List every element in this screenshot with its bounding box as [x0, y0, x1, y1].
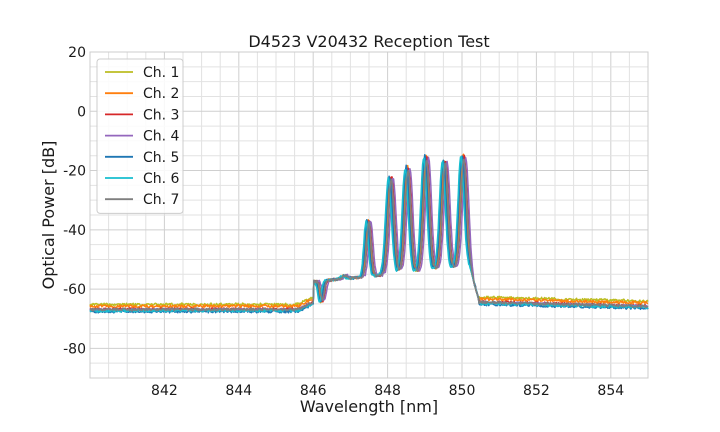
legend-box	[96, 58, 184, 214]
series-line-ch-7	[89, 158, 649, 312]
x-tick-label: 848	[374, 383, 401, 399]
x-tick-label: 844	[225, 383, 252, 399]
series-layer	[89, 153, 649, 314]
y-tick-label: -80	[63, 341, 86, 357]
x-axis-title: Wavelength [nm]	[300, 397, 438, 416]
y-tick-label: 0	[77, 104, 86, 120]
x-tick-label: 854	[597, 383, 624, 399]
x-tick-label: 842	[151, 383, 178, 399]
chart-title: D4523 V20432 Reception Test	[248, 32, 489, 51]
legend-label: Ch. 1	[143, 65, 179, 81]
legend-label: Ch. 3	[143, 107, 179, 123]
legend-label: Ch. 4	[143, 129, 180, 145]
y-axis-title: Optical Power [dB]	[39, 141, 58, 290]
series-line-ch-6	[89, 156, 649, 313]
x-tick-label: 846	[300, 383, 327, 399]
x-tick-label: 850	[449, 383, 476, 399]
legend-label: Ch. 2	[143, 86, 179, 102]
x-tick-label: 852	[523, 383, 550, 399]
legend: Ch. 1 Ch. 2 Ch. 3 Ch. 4 Ch. 5 Ch. 6 Ch. 7	[96, 58, 184, 214]
legend-label: Ch. 7	[143, 192, 179, 208]
y-tick-labels: 20 0 -20 -40 -60 -80	[63, 45, 86, 357]
legend-label: Ch. 6	[143, 171, 180, 187]
y-tick-label: -60	[63, 282, 86, 298]
x-tick-labels: 842 844 846 848 850 852 854	[151, 383, 624, 399]
legend-label: Ch. 5	[143, 150, 179, 166]
plot-area	[89, 51, 649, 379]
y-tick-label: -40	[63, 223, 86, 239]
y-tick-label: -20	[63, 164, 86, 180]
y-tick-label: 20	[68, 45, 86, 61]
